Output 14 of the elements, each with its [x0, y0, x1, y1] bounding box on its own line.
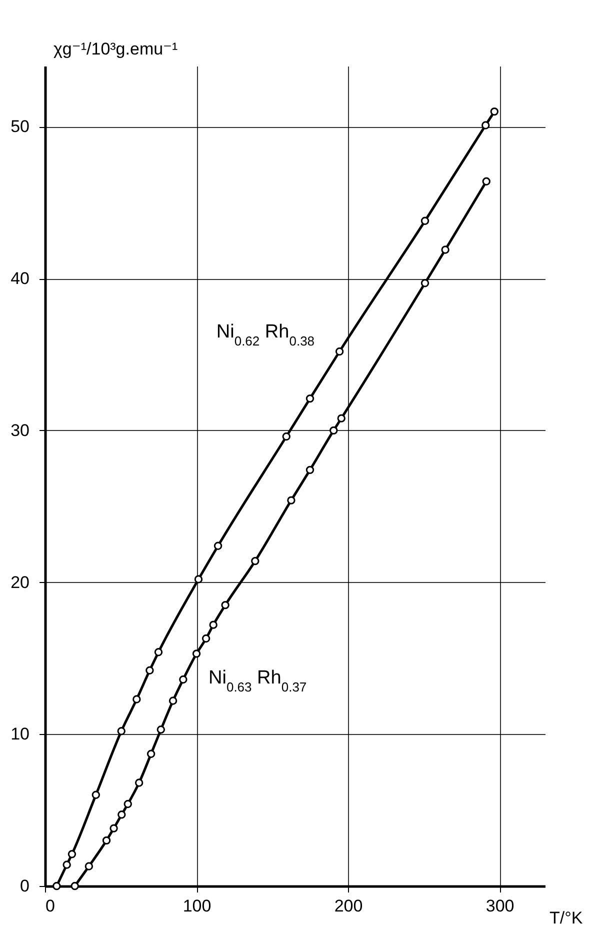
y-tick-label: 50: [10, 117, 30, 136]
x-tick-label: 0: [46, 896, 55, 916]
series-label: Ni$_{0.63}$ Rh$_{0.37}$: [208, 668, 307, 694]
x-tick-label: 200: [334, 896, 363, 916]
y-tick-label: 10: [10, 724, 30, 744]
y-tick-label: 20: [10, 572, 30, 592]
series-label: Ni$_{0.62}$ Rh$_{0.38}$: [216, 321, 315, 348]
y-tick-label: 40: [10, 269, 30, 288]
x-tick-label: 100: [182, 896, 212, 916]
y-tick-label: 0: [20, 876, 30, 896]
y-axis-title: χg⁻¹/10³g.emu⁻¹: [54, 40, 178, 58]
x-tick-label: 300: [486, 896, 514, 916]
y-tick-label: 30: [10, 420, 30, 440]
x-axis-title: T/°K: [550, 908, 584, 928]
